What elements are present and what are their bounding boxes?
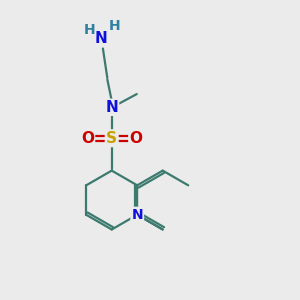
Text: H: H: [109, 19, 121, 33]
Text: N: N: [131, 208, 143, 222]
Text: H: H: [84, 23, 95, 37]
Text: N: N: [105, 100, 118, 115]
Text: O: O: [129, 131, 142, 146]
Text: S: S: [106, 131, 117, 146]
Text: N: N: [95, 31, 108, 46]
Text: O: O: [81, 131, 94, 146]
